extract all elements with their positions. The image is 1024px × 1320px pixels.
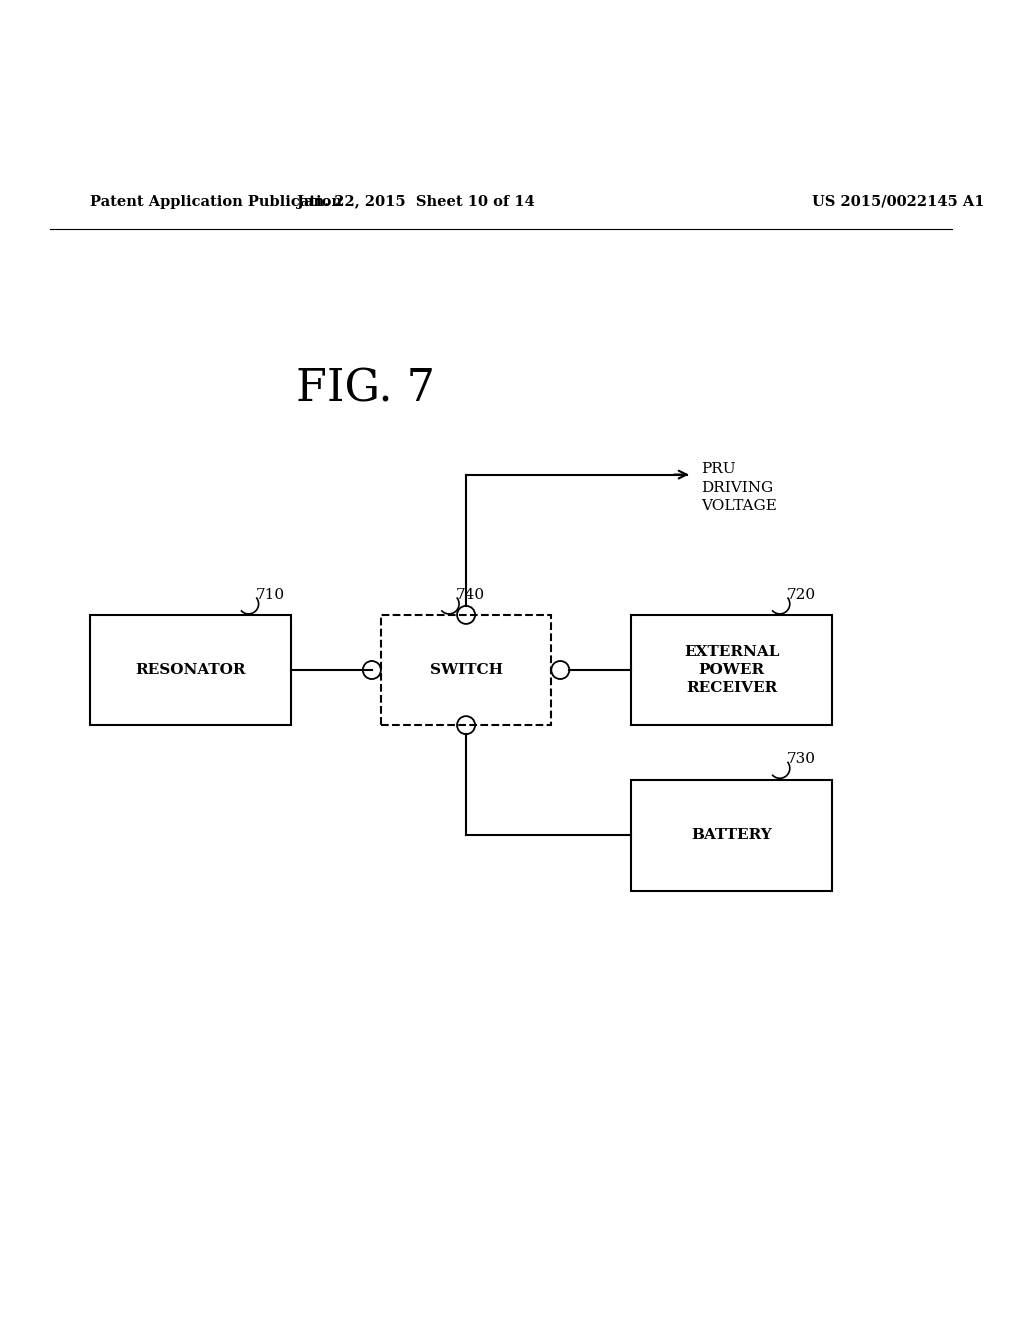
Text: 740: 740 — [456, 587, 485, 602]
Text: 730: 730 — [786, 752, 816, 766]
Text: Jan. 22, 2015  Sheet 10 of 14: Jan. 22, 2015 Sheet 10 of 14 — [297, 195, 535, 209]
FancyBboxPatch shape — [381, 615, 551, 725]
Text: Patent Application Publication: Patent Application Publication — [90, 195, 342, 209]
Text: FIG. 7: FIG. 7 — [296, 368, 435, 411]
FancyBboxPatch shape — [632, 780, 831, 891]
Text: RESONATOR: RESONATOR — [135, 663, 246, 677]
Text: EXTERNAL
POWER
RECEIVER: EXTERNAL POWER RECEIVER — [684, 644, 779, 696]
Text: SWITCH: SWITCH — [429, 663, 503, 677]
Text: BATTERY: BATTERY — [691, 829, 772, 842]
FancyBboxPatch shape — [632, 615, 831, 725]
Text: US 2015/0022145 A1: US 2015/0022145 A1 — [812, 195, 984, 209]
FancyBboxPatch shape — [90, 615, 291, 725]
Text: PRU
DRIVING
VOLTAGE: PRU DRIVING VOLTAGE — [701, 462, 777, 513]
Text: 720: 720 — [786, 587, 816, 602]
Text: 710: 710 — [256, 587, 285, 602]
